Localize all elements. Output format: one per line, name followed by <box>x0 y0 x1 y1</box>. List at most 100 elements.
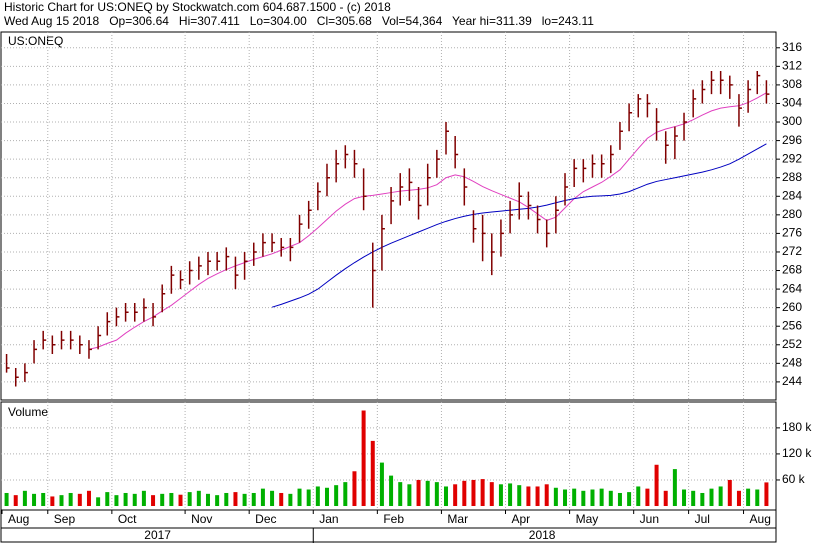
price-bar <box>253 242 257 266</box>
volume-bar <box>4 492 9 506</box>
volume-bar <box>572 488 577 506</box>
price-bar <box>655 108 660 141</box>
volume-bar <box>224 492 229 506</box>
y-tick-label: 276 <box>782 226 802 240</box>
x-tick-label: Nov <box>191 512 212 526</box>
volume-bar <box>160 493 165 506</box>
volume-bar <box>324 487 329 506</box>
volume-bar <box>425 480 430 506</box>
price-bar <box>417 186 422 220</box>
volume-bar <box>178 494 183 506</box>
price-bar <box>591 154 596 178</box>
price-bar <box>24 363 28 382</box>
price-bar <box>234 256 239 290</box>
volume-bar <box>233 492 238 506</box>
volume-bar <box>196 490 201 506</box>
price-bar <box>60 330 65 350</box>
volume-bar <box>508 483 513 506</box>
volume-bar <box>41 492 46 506</box>
y-tick-label: 252 <box>782 337 802 351</box>
price-bar <box>454 135 459 169</box>
x-tick-label: Oct <box>118 512 137 526</box>
price-bar <box>69 330 74 350</box>
volume-bar <box>169 492 174 506</box>
y-tick-label: 296 <box>782 133 802 147</box>
price-bar <box>14 367 19 387</box>
y-tick-label: 288 <box>782 170 802 184</box>
volume-bar <box>718 486 723 506</box>
price-bar <box>298 214 303 243</box>
volume-bar <box>260 488 265 506</box>
y-tick-label: 308 <box>782 77 802 91</box>
volume-bar <box>498 484 503 506</box>
price-bar <box>152 303 157 327</box>
volume-bar <box>453 484 458 506</box>
price-bar <box>436 149 440 178</box>
price-bar <box>664 131 669 164</box>
price-bar <box>161 284 166 313</box>
y-tick-label: 300 <box>782 114 802 128</box>
price-bar <box>674 126 678 160</box>
y-tick-label: 292 <box>782 151 802 165</box>
price-bar <box>79 335 83 355</box>
price-bar <box>115 307 120 327</box>
volume-bar <box>563 489 568 506</box>
price-bar <box>573 159 578 187</box>
price-bar <box>262 233 266 257</box>
price-bar <box>610 145 614 174</box>
x-tick-label: Aug <box>8 512 29 526</box>
x-tick-label: Aug <box>750 512 771 526</box>
price-bar <box>491 233 495 276</box>
price-bar <box>143 298 147 322</box>
volume-bar <box>379 462 384 506</box>
y-tick-label: 272 <box>782 244 802 258</box>
volume-label: Volume <box>8 405 48 419</box>
price-bar <box>701 80 706 104</box>
price-bar <box>198 256 202 280</box>
price-bar <box>527 191 532 220</box>
volume-bar <box>361 410 366 506</box>
volume-bar <box>691 490 696 506</box>
y-tick-label: 120 k <box>782 446 812 460</box>
volume-bar <box>59 495 64 506</box>
volume-bar <box>682 489 687 506</box>
volume-bar <box>636 486 641 506</box>
volume-bar <box>471 479 476 506</box>
volume-bar <box>416 479 421 506</box>
price-bar <box>555 196 559 234</box>
volume-bar <box>736 490 741 506</box>
volume-bar <box>599 488 604 506</box>
volume-bar <box>746 488 751 506</box>
y-tick-label: 260 <box>782 300 802 314</box>
volume-bar <box>617 492 622 506</box>
volume-bar <box>306 489 311 506</box>
volume-bar <box>627 492 632 506</box>
price-bar <box>317 182 321 211</box>
y-tick-label: 316 <box>782 40 802 54</box>
price-bar <box>362 168 367 211</box>
y-tick-label: 244 <box>782 374 802 388</box>
price-bar <box>765 80 770 104</box>
price-bar <box>408 168 413 201</box>
price-bar <box>289 238 294 262</box>
price-bar <box>692 89 697 118</box>
volume-bar <box>370 440 375 506</box>
volume-bar <box>700 492 705 506</box>
price-bar <box>97 326 102 350</box>
y-tick-label: 264 <box>782 281 802 295</box>
volume-bar <box>114 495 119 506</box>
chart-title: Historic Chart for US:ONEQ by Stockwatch… <box>4 0 391 14</box>
volume-bar <box>288 493 293 506</box>
x-tick-label: Feb <box>383 512 404 526</box>
price-bar <box>271 233 276 252</box>
volume-bar <box>151 495 156 506</box>
price-bar <box>390 186 395 225</box>
price-bar <box>637 94 642 118</box>
symbol-label: US:ONEQ <box>8 34 63 48</box>
volume-bar <box>141 490 146 506</box>
volume-bar <box>672 469 677 506</box>
price-bar <box>619 122 623 150</box>
price-bar <box>124 303 129 322</box>
